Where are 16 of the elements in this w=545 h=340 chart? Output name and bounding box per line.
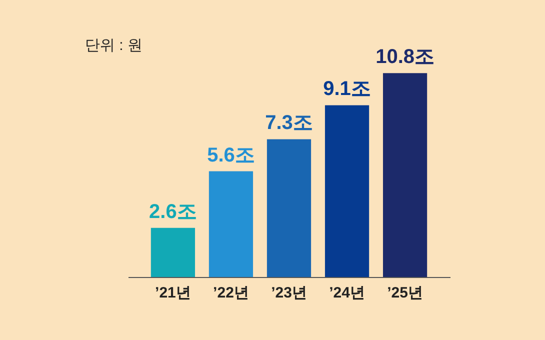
x-tick-label: ’21년 [155, 284, 191, 302]
bar [382, 73, 428, 277]
data-label: 7.3조 [265, 112, 313, 134]
bar [266, 139, 312, 277]
x-tick-label: ’22년 [213, 284, 249, 302]
bar [324, 105, 370, 277]
data-label: 9.1조 [323, 78, 371, 100]
x-tick-label: ’25년 [387, 284, 423, 302]
data-label: 2.6조 [149, 200, 197, 223]
x-tick-label: ’23년 [271, 284, 307, 302]
bar [150, 228, 196, 277]
data-label: 10.8조 [376, 46, 435, 68]
bar [208, 171, 254, 277]
x-tick-label: ’24년 [329, 284, 365, 302]
data-label: 5.6조 [207, 144, 255, 166]
text: 단위 : 원 [85, 37, 143, 54]
